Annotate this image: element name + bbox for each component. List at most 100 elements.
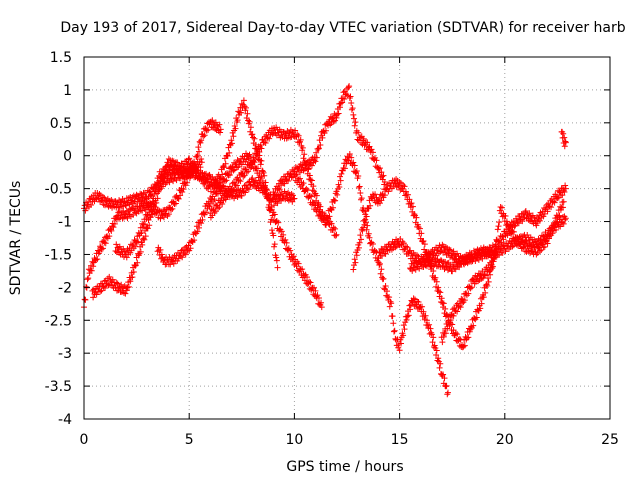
data-point [372, 154, 379, 161]
data-point [269, 131, 276, 138]
data-point [214, 205, 221, 212]
data-point [330, 118, 337, 125]
data-point [332, 225, 339, 232]
data-point [117, 199, 124, 206]
data-point [556, 212, 563, 219]
data-point [526, 210, 533, 217]
data-point [336, 100, 343, 107]
data-point [348, 106, 355, 113]
data-point [266, 197, 273, 204]
data-point [378, 197, 385, 204]
data-point [552, 220, 559, 227]
series-track-2 [81, 117, 224, 311]
data-point [247, 124, 254, 131]
data-point [106, 233, 113, 240]
data-point [465, 290, 472, 297]
data-point [191, 165, 198, 172]
data-point [489, 263, 496, 270]
data-point [365, 230, 372, 237]
x-axis-label: GPS time / hours [286, 459, 403, 475]
data-point [407, 200, 414, 207]
data-point [315, 146, 322, 153]
data-point [528, 247, 535, 254]
data-point [520, 233, 527, 240]
data-point [546, 203, 553, 210]
data-point [185, 173, 192, 180]
data-point [430, 268, 437, 275]
data-point [322, 222, 329, 229]
data-point [489, 265, 496, 272]
data-point [137, 230, 144, 237]
data-point [96, 191, 103, 198]
data-point [420, 308, 427, 315]
data-point [251, 135, 258, 142]
data-point [456, 264, 463, 271]
data-point [160, 175, 167, 182]
data-point [234, 117, 241, 124]
data-point [241, 172, 248, 179]
data-point [474, 306, 481, 313]
data-point [198, 137, 205, 144]
data-point [423, 317, 430, 324]
data-point [418, 230, 425, 237]
data-point [139, 224, 146, 231]
data-point [217, 126, 224, 133]
data-point [432, 274, 439, 281]
data-point [233, 182, 240, 189]
data-point [113, 279, 120, 286]
data-point [228, 140, 235, 147]
data-point [312, 158, 319, 165]
data-point [317, 141, 324, 148]
data-point [237, 178, 244, 185]
data-point [169, 157, 176, 164]
data-point [217, 129, 224, 136]
data-point [170, 178, 177, 185]
data-point [536, 217, 543, 224]
data-point [348, 154, 355, 161]
data-point [153, 184, 160, 191]
data-point [432, 344, 439, 351]
data-point [362, 216, 369, 223]
data-point [275, 227, 282, 234]
data-point [347, 93, 354, 100]
data-point [146, 222, 153, 229]
data-point [300, 167, 307, 174]
data-point [292, 172, 299, 179]
x-tick-label: 25 [601, 432, 619, 448]
x-tick-label: 5 [185, 432, 194, 448]
data-point [166, 179, 173, 186]
data-point [102, 285, 109, 292]
data-point [355, 244, 362, 251]
data-point [177, 192, 184, 199]
data-point [458, 295, 465, 302]
data-point [359, 227, 366, 234]
data-point [369, 241, 376, 248]
data-point [132, 243, 139, 250]
data-point [198, 220, 205, 227]
data-point [473, 314, 480, 321]
data-point [481, 271, 488, 278]
data-point [409, 267, 416, 274]
data-point [544, 240, 551, 247]
series-track-9 [350, 176, 500, 351]
data-point [196, 224, 203, 231]
data-point [140, 202, 147, 209]
data-point [415, 299, 422, 306]
data-point [158, 251, 165, 258]
data-point [462, 259, 469, 266]
data-point [350, 111, 357, 118]
data-point [346, 150, 353, 157]
data-point [175, 195, 182, 202]
series-track-4 [112, 97, 281, 271]
data-point [268, 203, 275, 210]
data-point [221, 164, 228, 171]
data-point [154, 248, 161, 255]
data-point [99, 194, 106, 201]
data-point [282, 236, 289, 243]
data-point [306, 192, 313, 199]
data-point [289, 198, 296, 205]
data-point [261, 139, 268, 146]
data-point [134, 259, 141, 266]
data-point [143, 215, 150, 222]
data-point [452, 266, 459, 273]
